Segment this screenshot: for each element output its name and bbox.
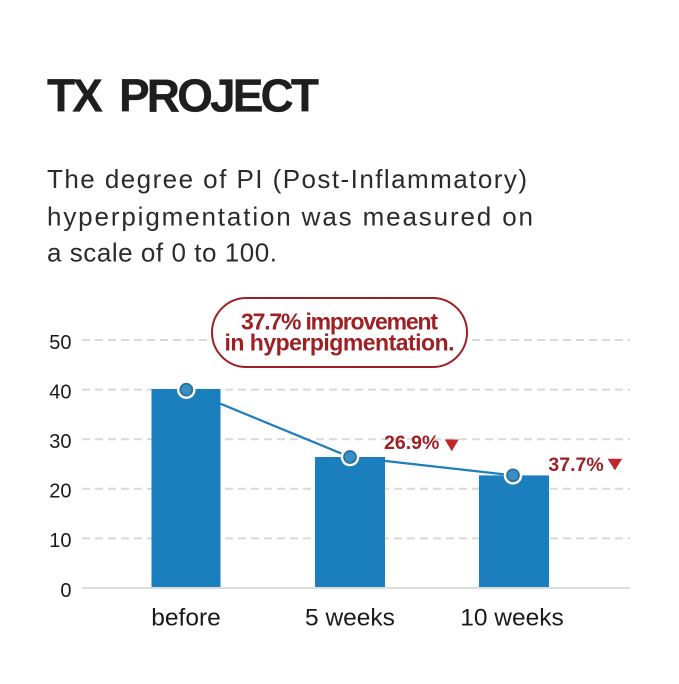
svg-text:37.7%: 37.7% <box>548 454 603 476</box>
svg-text:0: 0 <box>60 580 71 602</box>
svg-text:30: 30 <box>49 431 71 453</box>
svg-text:10 weeks: 10 weeks <box>460 605 564 632</box>
svg-text:a scale of 0 to 100.: a scale of 0 to 100. <box>47 238 277 268</box>
svg-text:37.7% improvement: 37.7% improvement <box>241 309 438 335</box>
svg-text:10: 10 <box>49 530 71 552</box>
svg-text:before: before <box>151 605 220 632</box>
svg-text:hyperpigmentation was measured: hyperpigmentation was measured on <box>47 202 533 232</box>
svg-text:20: 20 <box>49 481 71 503</box>
svg-text:TX PROJECT: TX PROJECT <box>47 70 319 122</box>
svg-text:26.9%: 26.9% <box>384 432 439 454</box>
svg-text:The degree of PI (Post-Inflamm: The degree of PI (Post-Inflammatory) <box>47 164 527 194</box>
svg-text:50: 50 <box>49 332 71 354</box>
svg-text:40: 40 <box>49 381 71 403</box>
svg-text:5 weeks: 5 weeks <box>305 605 395 632</box>
svg-text:in hyperpigmentation.: in hyperpigmentation. <box>225 330 455 356</box>
